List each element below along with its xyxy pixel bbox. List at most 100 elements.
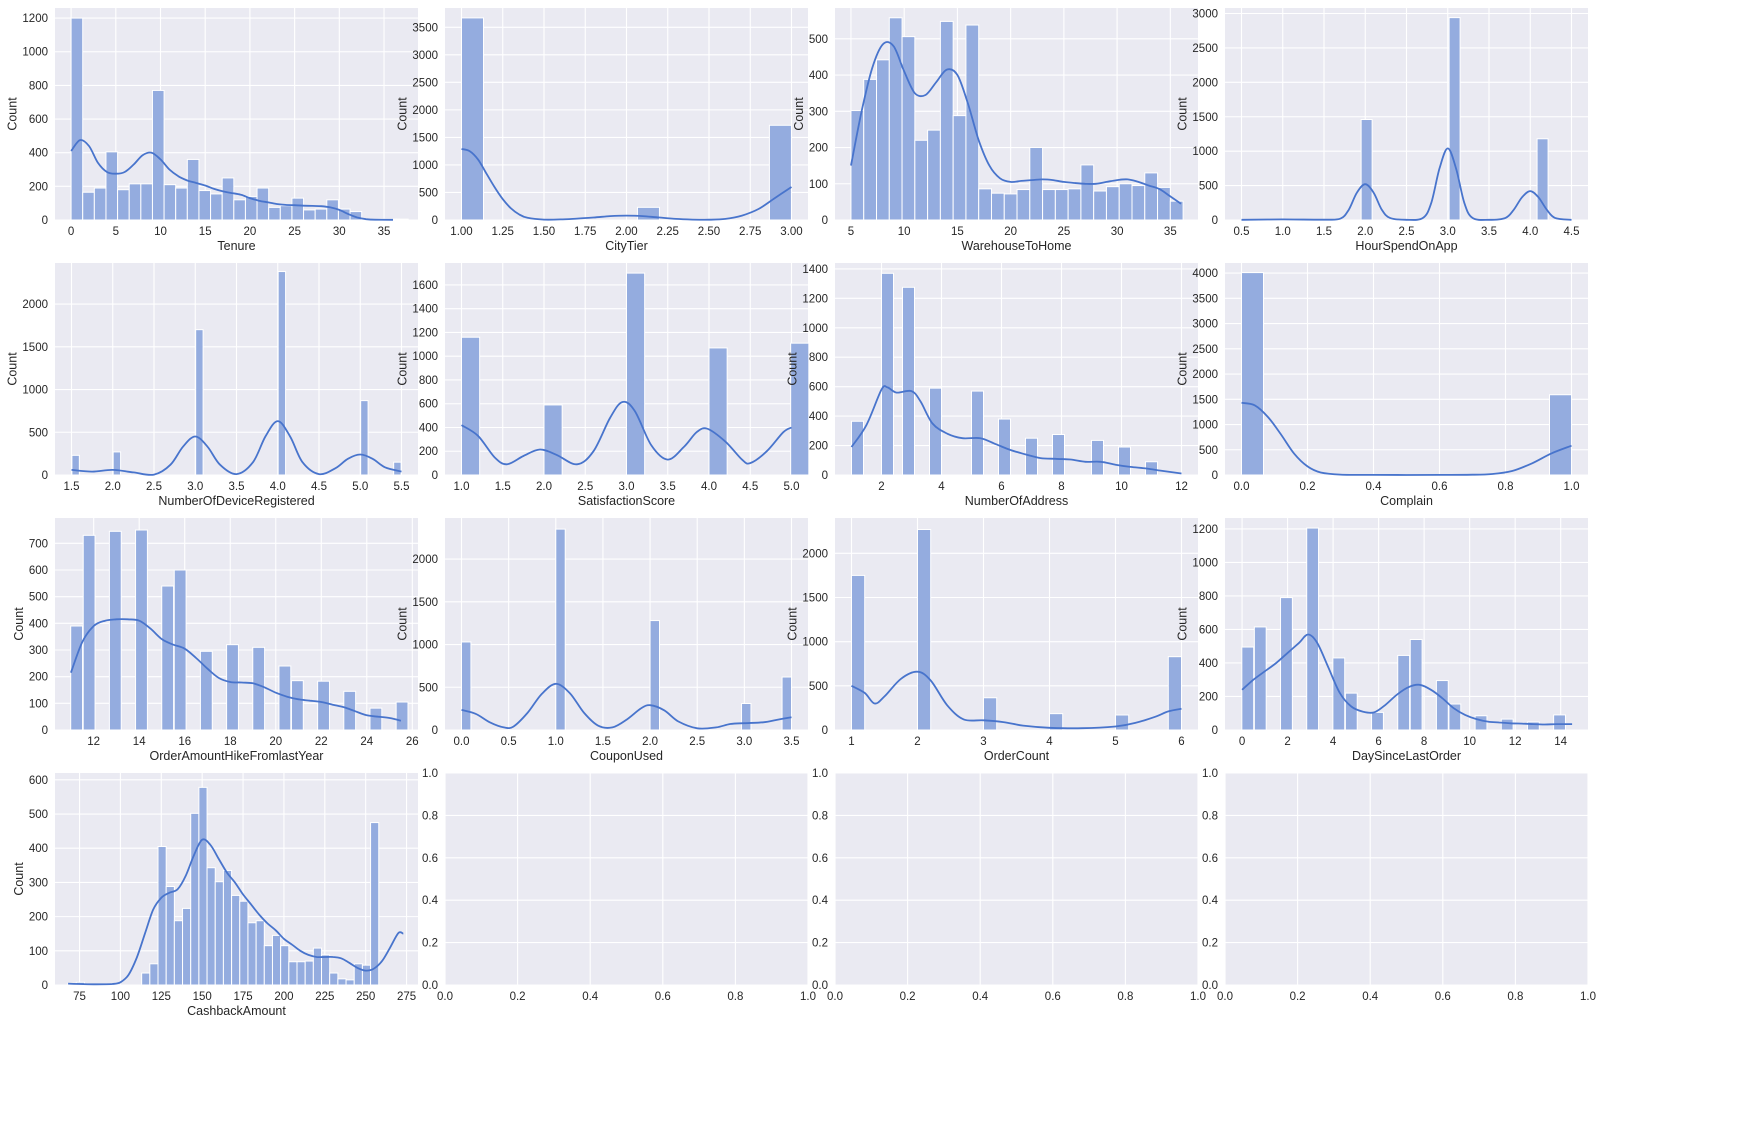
- y-tick-label: 0.0: [1202, 980, 1218, 992]
- y-tick-label: 3000: [1192, 319, 1218, 331]
- kde-curve: [71, 420, 402, 476]
- kde-curve: [68, 838, 404, 986]
- y-tick-label: 1000: [22, 47, 48, 59]
- x-tick-label: 3.5: [784, 736, 800, 748]
- x-tick-label: 2.0: [642, 736, 658, 748]
- x-tick-label: 12: [1509, 736, 1522, 748]
- x-tick-label: 3.5: [660, 481, 676, 493]
- kde-curve: [461, 682, 792, 730]
- x-tick-label: 6: [1178, 736, 1184, 748]
- x-tick-label: 2.50: [698, 226, 720, 238]
- y-tick-label: 0.8: [812, 810, 828, 822]
- subplot-tenure: 0 5 10 15 20 25 30 35 0 200 400 600 800 1000 1200 Tenur…: [0, 8, 423, 268]
- axes-background: [835, 518, 1198, 730]
- subplot-numberofdeviceregistered: 1.5 2.0 2.5 3.0 3.5 4.0 4.5 5.0 5.5 0 500 1000 1500 2…: [0, 263, 423, 523]
- y-tick-label: 600: [809, 382, 828, 394]
- subplot-citytier: 1.00 1.25 1.50 1.75 2.00 2.25 2.50 2.75 3.00 0 500…: [390, 8, 813, 268]
- x-tick-label: 14: [133, 736, 146, 748]
- x-tick-label: 1.00: [450, 226, 472, 238]
- subplot-daysincelastorder: 0 2 4 6 8 10 12 14 0 200 400 600 800 1000 1200 DaySince…: [1170, 518, 1593, 778]
- x-tick-label: 18: [224, 736, 237, 748]
- y-tick-label: 200: [809, 143, 828, 155]
- y-tick-label: 0: [1212, 215, 1218, 227]
- x-tick-label: 0.0: [1234, 481, 1250, 493]
- y-tick-label: 1200: [412, 327, 438, 339]
- x-tick-label: 1.0: [548, 736, 564, 748]
- x-tick-label: 4: [1330, 736, 1337, 748]
- y-tick-label: 0.6: [1202, 853, 1218, 865]
- x-tick-label: 0.2: [510, 991, 526, 1003]
- x-tick-label: 3.5: [1481, 226, 1497, 238]
- x-tick-label: 20: [269, 736, 282, 748]
- axes-background: [1225, 263, 1588, 475]
- x-tick-label: 12: [87, 736, 100, 748]
- y-tick-label: 500: [1199, 445, 1218, 457]
- x-tick-label: 1.0: [1190, 991, 1206, 1003]
- x-tick-label: 20: [1004, 226, 1017, 238]
- x-tick-label: 2: [878, 481, 884, 493]
- histogram-bars: [67, 786, 380, 986]
- x-tick-label: 0.2: [900, 991, 916, 1003]
- y-tick-label: 400: [1199, 658, 1218, 670]
- x-axis-label: NumberOfAddress: [965, 494, 1069, 508]
- x-tick-label: 24: [360, 736, 373, 748]
- y-axis-label: Count: [396, 607, 410, 641]
- x-tick-label: 225: [315, 991, 334, 1003]
- x-tick-label: 5: [113, 226, 119, 238]
- y-axis-label: Count: [396, 352, 410, 386]
- x-tick-label: 1.0: [1564, 481, 1580, 493]
- y-tick-label: 1200: [22, 13, 48, 25]
- axes-background: [445, 518, 808, 730]
- x-tick-label: 5: [1112, 736, 1118, 748]
- y-tick-label: 2000: [1192, 369, 1218, 381]
- x-tick-label: 2.00: [615, 226, 637, 238]
- x-tick-label: 0.6: [1435, 991, 1451, 1003]
- y-tick-label: 1500: [22, 342, 48, 354]
- y-tick-label: 500: [29, 809, 48, 821]
- x-tick-label: 0.4: [972, 991, 989, 1003]
- y-tick-label: 300: [809, 106, 828, 118]
- y-tick-label: 0.8: [1202, 810, 1218, 822]
- histogram-bars: [71, 271, 402, 476]
- y-tick-label: 800: [419, 375, 438, 387]
- x-tick-label: 150: [193, 991, 212, 1003]
- x-tick-label: 22: [315, 736, 328, 748]
- y-tick-label: 1.0: [1202, 768, 1218, 780]
- y-tick-label: 1200: [802, 293, 828, 305]
- y-tick-label: 3500: [1192, 293, 1218, 305]
- x-tick-label: 1.0: [1275, 226, 1291, 238]
- y-tick-label: 1000: [1192, 420, 1218, 432]
- y-axis-label: Count: [786, 607, 800, 641]
- x-tick-label: 0.8: [1498, 481, 1514, 493]
- x-axis-label: CouponUsed: [590, 749, 663, 763]
- subplot-empty-15: 0.0 0.2 0.4 0.6 0.8 1.0 0.0 0.2 0.4 0.6 0.8 1.0: [1170, 768, 1596, 1033]
- y-tick-label: 0.4: [1202, 895, 1219, 907]
- y-tick-label: 500: [419, 187, 438, 199]
- x-tick-label: 3.5: [229, 481, 245, 493]
- y-tick-label: 200: [29, 912, 48, 924]
- y-tick-label: 1500: [802, 593, 828, 605]
- y-tick-label: 100: [29, 946, 48, 958]
- y-tick-label: 200: [419, 446, 438, 458]
- y-tick-label: 1000: [802, 637, 828, 649]
- x-tick-label: 3.0: [619, 481, 635, 493]
- x-tick-label: 6: [1375, 736, 1381, 748]
- y-tick-label: 1000: [1192, 557, 1218, 569]
- y-tick-label: 0: [432, 725, 438, 737]
- x-tick-label: 0.0: [1217, 991, 1233, 1003]
- subplot-empty-13: 0.0 0.2 0.4 0.6 0.8 1.0 0.0 0.2 0.4 0.6 0.8 1.0: [390, 768, 816, 1033]
- y-tick-label: 200: [29, 672, 48, 684]
- y-axis-label: Count: [12, 862, 26, 896]
- x-axis-label: OrderCount: [984, 749, 1050, 763]
- x-tick-label: 20: [244, 226, 257, 238]
- histogram-bars: [70, 17, 409, 221]
- subplot-complain: 0.0 0.2 0.4 0.6 0.8 1.0 0 500 1000 1500 2000 2500 30…: [1170, 263, 1593, 523]
- histogram-bars: [461, 17, 792, 221]
- x-tick-label: 4.0: [701, 481, 717, 493]
- y-tick-label: 0.4: [812, 895, 829, 907]
- x-tick-label: 1.5: [1316, 226, 1332, 238]
- x-axis-label: CityTier: [605, 239, 648, 253]
- y-tick-label: 0.0: [812, 980, 828, 992]
- subplot-cashbackamount: 75 100 125 150 175 200 225 250 275 0 100 200 300 400 5…: [0, 773, 423, 1033]
- x-tick-label: 3.0: [187, 481, 203, 493]
